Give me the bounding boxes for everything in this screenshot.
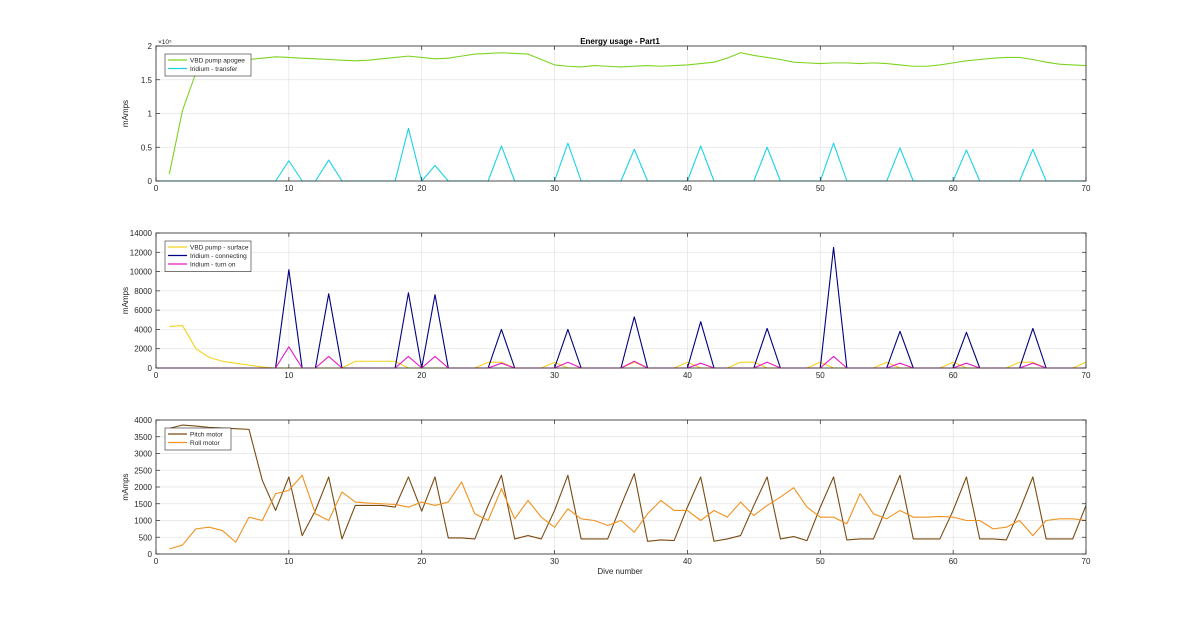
y-tick-label: 0 [148,550,153,559]
series-line-1 [169,424,1087,542]
x-tick-label: 10 [284,184,293,193]
y-tick-label: 12000 [130,248,153,257]
x-tick-label: 0 [154,184,159,193]
legend: VBD pump apogee Iridium - transfer [164,53,252,77]
x-tick-label: 50 [816,371,825,380]
x-tick-label: 70 [1082,371,1091,380]
series-line-2 [169,474,1087,550]
y-tick-label: 0 [148,177,153,186]
x-tick-label: 60 [949,184,958,193]
x-tick-label: 40 [683,184,692,193]
y-axis-label: mAmps [121,287,130,314]
y-tick-label: 0 [148,364,153,373]
x-tick-label: 70 [1082,184,1091,193]
y-tick-label: 2000 [134,345,152,354]
figure-title: Energy usage - Part1 [580,37,660,46]
y-tick-label: 1 [148,110,153,119]
legend-entry-1: Pitch motor [190,431,224,438]
y-axis-label: mAmps [121,100,130,127]
y-tick-label: 2 [148,42,153,51]
subplot-1: 0 10 20 30 40 50 60 70 0 0.5 1 1.5 2 ×10⁵ mAmps VBD pum… [121,39,1091,193]
legend-entry-1: VBD pump - surface [190,244,249,251]
subplot-3: 0 10 20 30 40 50 60 70 0 500 1000 1500 2000 2500 3000 3… [121,416,1091,566]
x-tick-label: 40 [683,371,692,380]
y-tick-label: 6000 [134,306,152,315]
y-tick-label: 2000 [134,483,152,492]
y-tick-label: 14000 [130,229,153,238]
x-tick-label: 30 [550,184,559,193]
plot-area [156,233,1086,368]
x-tick-label: 10 [284,557,293,566]
x-tick-label: 10 [284,371,293,380]
y-tick-label: 1.5 [141,76,153,85]
x-tick-label: 20 [417,184,426,193]
legend-entry-2: Iridium - transfer [190,66,238,73]
x-tick-label: 60 [949,371,958,380]
legend-entry-3: Iridium - turn on [190,261,236,268]
x-tick-label: 50 [816,557,825,566]
subplots: 0 10 20 30 40 50 60 70 0 0.5 1 1.5 2 ×10⁵ mAmps VBD pum… [121,39,1091,566]
x-tick-label: 60 [949,557,958,566]
legend-entry-1: VBD pump apogee [190,57,245,64]
x-tick-label: 0 [154,557,159,566]
legend: Pitch motor Roll motor [164,427,232,451]
x-tick-label: 30 [550,371,559,380]
y-tick-label: 4000 [134,416,152,425]
legend-box [164,240,252,272]
legend-entry-2: Roll motor [190,440,220,447]
y-tick-label: 1500 [134,500,152,509]
y-tick-label: 8000 [134,287,152,296]
subplot-2: 0 10 20 30 40 50 60 70 0 2000 4000 6000 8000 10000 120… [121,229,1091,380]
y-exponent-label: ×10⁵ [158,39,172,46]
x-axis-label: Dive number [597,567,643,576]
legend-entry-2: Iridium - connecting [190,253,247,260]
y-axis-label: mAmps [121,473,130,500]
y-tick-label: 0.5 [141,143,153,152]
x-tick-label: 30 [550,557,559,566]
y-tick-label: 1000 [134,517,152,526]
y-tick-label: 10000 [130,268,153,277]
series-line-1 [168,52,1087,175]
legend: VBD pump - surface Iridium - connectingIr… [164,240,252,272]
axes-box [155,232,1087,369]
y-tick-label: 2500 [134,466,152,475]
y-tick-label: 500 [139,533,153,542]
x-tick-label: 20 [417,371,426,380]
x-tick-label: 70 [1082,557,1091,566]
y-tick-label: 3500 [134,433,152,442]
x-tick-label: 0 [154,371,159,380]
x-tick-label: 40 [683,557,692,566]
x-tick-label: 20 [417,557,426,566]
x-tick-label: 50 [816,184,825,193]
y-tick-label: 4000 [134,325,152,334]
y-tick-label: 3000 [134,450,152,459]
